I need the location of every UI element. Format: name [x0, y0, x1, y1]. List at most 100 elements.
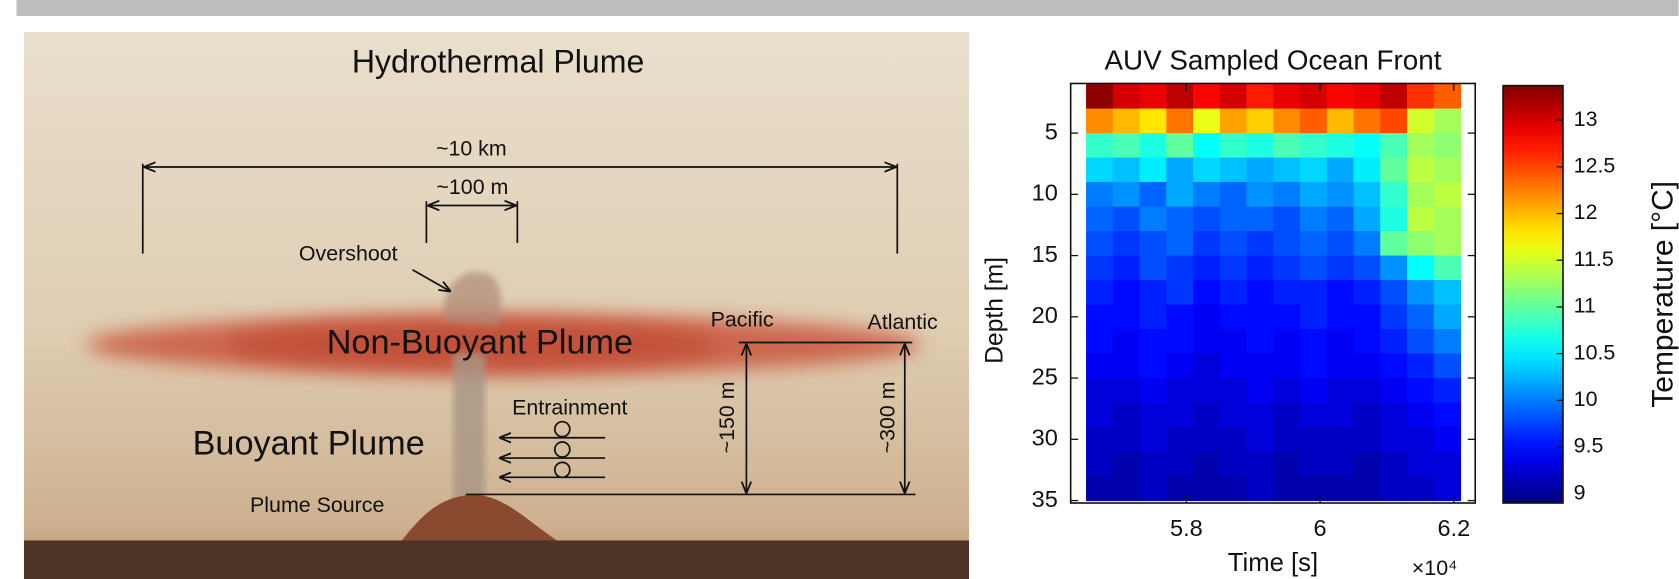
heat-cell [1407, 231, 1435, 257]
heat-cell [1407, 353, 1435, 379]
heat-cell [1112, 451, 1141, 477]
label: ~100 m [436, 175, 508, 199]
heat-cell [1433, 304, 1462, 330]
heat-cell [1273, 255, 1301, 281]
heat-cell [1300, 84, 1328, 110]
heat-cell [1353, 353, 1381, 379]
heat-cell [1139, 329, 1167, 355]
label: ~300 m [875, 381, 899, 453]
heat-cell [1112, 427, 1141, 453]
heat-cell [1166, 157, 1194, 183]
heat-cell [1112, 133, 1141, 159]
heat-cell [1380, 133, 1408, 159]
heat-cell [1353, 476, 1381, 502]
heat-cell [1380, 280, 1408, 306]
heat-cell [1407, 329, 1435, 355]
heat-cell [1166, 206, 1194, 232]
heat-cell [1219, 84, 1248, 110]
heat-cell [1193, 378, 1221, 404]
heat-cell [1380, 84, 1408, 110]
heat-cell [1353, 157, 1381, 183]
heat-cell [1112, 329, 1141, 355]
heat-cell [1112, 255, 1141, 281]
eddy [553, 441, 571, 458]
heat-cell [1300, 280, 1328, 306]
heat-cell [1353, 206, 1381, 232]
heat-cell [1326, 353, 1355, 379]
heat-cell [1300, 427, 1328, 453]
heat-cell [1193, 84, 1221, 110]
heat-cell [1219, 304, 1248, 330]
heat-cell [1326, 182, 1355, 208]
heat-cell [1166, 182, 1194, 208]
heat-cell [1353, 378, 1381, 404]
heat-cell [1326, 427, 1355, 453]
heat-cell [1219, 402, 1248, 428]
heat-cell [1326, 206, 1355, 232]
heat-cell [1326, 133, 1355, 159]
heat-cell [1112, 476, 1141, 502]
heat-cell [1246, 329, 1274, 355]
heat-cell [1353, 133, 1381, 159]
heat-cell [1219, 133, 1248, 159]
heat-cell [1326, 451, 1355, 477]
heat-cell [1407, 108, 1435, 134]
heat-cell [1353, 427, 1381, 453]
heat-cell [1353, 231, 1381, 257]
heat-cell [1433, 255, 1462, 281]
heat-cell [1086, 108, 1114, 134]
label: Entrainment [512, 395, 627, 419]
colorbar-tick-label: 10.5 [1574, 340, 1616, 364]
heat-cell [1326, 378, 1355, 404]
heat-cell [1326, 108, 1355, 134]
heat-cell [1273, 182, 1301, 208]
heat-cell [1433, 280, 1462, 306]
heat-cell [1433, 402, 1462, 428]
heat-cell [1326, 231, 1355, 257]
heat-cell [1193, 304, 1221, 330]
photo-panel: Hydrothermal Plume ~10 km ~100 m Oversho… [23, 32, 969, 579]
heat-cell [1112, 84, 1141, 110]
heat-cell [1353, 402, 1381, 428]
heat-cell [1380, 304, 1408, 330]
heat-cell [1193, 329, 1221, 355]
heat-cell [1112, 182, 1141, 208]
heat-cell [1246, 255, 1274, 281]
heat-cell [1166, 133, 1194, 159]
heat-cell [1086, 157, 1114, 183]
plume-core [225, 318, 718, 371]
heat-cell [1353, 84, 1381, 110]
heat-cell [1246, 353, 1274, 379]
heat-cell [1273, 402, 1301, 428]
heat-cell [1139, 280, 1167, 306]
heat-cell [1353, 451, 1381, 477]
heat-cell [1433, 378, 1462, 404]
heat-cell [1300, 255, 1328, 281]
colorbar-tick-label: 12 [1574, 200, 1598, 224]
colorbar-tick-label: 10 [1574, 387, 1598, 411]
heat-cell [1273, 84, 1301, 110]
heat-cell [1433, 476, 1462, 502]
heat-cell [1166, 353, 1194, 379]
heat-cell [1433, 84, 1462, 110]
heat-cell [1433, 231, 1462, 257]
x-tick-label: 6.2 [1437, 515, 1470, 541]
heat-cell [1273, 304, 1301, 330]
heat-cell [1353, 255, 1381, 281]
heat-cell [1380, 206, 1408, 232]
heat-cell [1086, 304, 1114, 330]
heat-cell [1353, 108, 1381, 134]
heat-cell [1166, 84, 1194, 110]
heat-cell [1166, 378, 1194, 404]
heat-cell [1273, 157, 1301, 183]
heat-cell [1273, 231, 1301, 257]
heat-cell [1193, 108, 1221, 134]
colorbar-tick-label: 9.5 [1574, 434, 1604, 458]
heat-cell [1166, 231, 1194, 257]
heat-cell [1433, 329, 1462, 355]
heat-cell [1273, 353, 1301, 379]
heat-cell [1353, 304, 1381, 330]
heat-cell [1193, 157, 1221, 183]
heat-cell [1219, 427, 1248, 453]
heat-cell [1407, 427, 1435, 453]
